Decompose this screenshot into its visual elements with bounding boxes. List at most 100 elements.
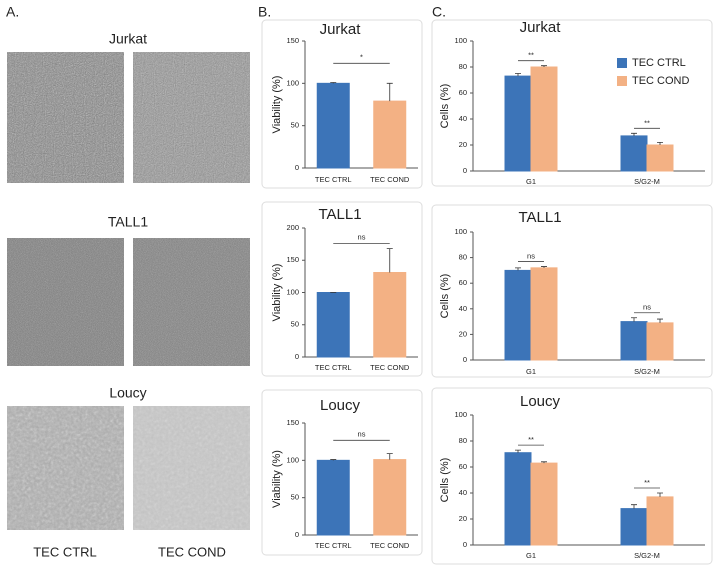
error-bar bbox=[657, 492, 663, 497]
error-bar bbox=[541, 266, 547, 268]
error-bar bbox=[631, 504, 637, 509]
y-tick-label: 20 bbox=[459, 140, 467, 149]
bar bbox=[316, 292, 350, 358]
legend-swatch bbox=[617, 58, 627, 68]
x-tick-label: G1 bbox=[526, 367, 536, 376]
bar bbox=[620, 321, 648, 361]
y-tick-label: 150 bbox=[286, 255, 299, 264]
bar bbox=[530, 462, 558, 546]
x-tick-label: TEC CTRL bbox=[315, 541, 352, 550]
bar bbox=[316, 82, 350, 169]
y-tick-label: 80 bbox=[459, 436, 467, 445]
bar bbox=[373, 459, 407, 536]
bar bbox=[620, 135, 648, 172]
y-tick-label: 100 bbox=[454, 36, 467, 45]
y-tick-label: 80 bbox=[459, 253, 467, 262]
y-tick-label: 40 bbox=[459, 488, 467, 497]
y-tick-label: 50 bbox=[291, 493, 299, 502]
error-bar bbox=[541, 461, 547, 464]
x-tick-label: G1 bbox=[526, 177, 536, 186]
panel-frame bbox=[431, 19, 713, 187]
panel-frame bbox=[261, 19, 423, 189]
y-tick-label: 100 bbox=[286, 287, 299, 296]
y-axis-label: Cells (%) bbox=[439, 84, 451, 129]
y-tick-label: 0 bbox=[463, 355, 467, 364]
x-tick-label: S/G2-M bbox=[634, 551, 660, 560]
bar bbox=[373, 272, 407, 358]
bar bbox=[530, 66, 558, 172]
significance-label: ns bbox=[358, 429, 366, 438]
row-title: TALL1 bbox=[108, 214, 148, 230]
y-tick-label: 100 bbox=[454, 227, 467, 236]
bar bbox=[504, 269, 532, 361]
bar bbox=[530, 267, 558, 361]
y-tick-label: 0 bbox=[295, 163, 299, 172]
y-axis-label: Viability (%) bbox=[271, 450, 283, 508]
bar bbox=[620, 508, 648, 546]
x-tick-label: G1 bbox=[526, 551, 536, 560]
y-tick-label: 50 bbox=[291, 320, 299, 329]
y-tick-label: 60 bbox=[459, 88, 467, 97]
y-tick-label: 40 bbox=[459, 114, 467, 123]
error-bar bbox=[515, 449, 521, 453]
bar bbox=[646, 496, 674, 546]
panel-label: C. bbox=[432, 4, 446, 20]
micrograph bbox=[133, 406, 250, 530]
panel-label: A. bbox=[6, 4, 19, 20]
y-tick-label: 50 bbox=[291, 121, 299, 130]
column-label: TEC CTRL bbox=[33, 544, 97, 559]
column-label: TEC COND bbox=[158, 544, 226, 559]
significance-label: ns bbox=[643, 303, 651, 312]
error-bar bbox=[631, 317, 637, 322]
bar bbox=[504, 452, 532, 546]
x-tick-label: TEC COND bbox=[370, 175, 410, 184]
micrograph bbox=[133, 52, 250, 183]
x-tick-label: TEC CTRL bbox=[315, 363, 352, 372]
y-tick-label: 80 bbox=[459, 62, 467, 71]
error-bar bbox=[330, 82, 337, 84]
x-tick-label: TEC COND bbox=[370, 363, 410, 372]
chart-title: TALL1 bbox=[518, 209, 561, 226]
bar bbox=[504, 75, 532, 172]
panel-label: B. bbox=[258, 4, 271, 20]
error-bar bbox=[386, 453, 393, 460]
error-bar bbox=[330, 459, 337, 461]
bar bbox=[373, 100, 407, 169]
significance-label: ** bbox=[528, 435, 534, 444]
y-tick-label: 60 bbox=[459, 462, 467, 471]
micrograph bbox=[7, 52, 124, 183]
bar bbox=[316, 459, 350, 536]
error-bar bbox=[657, 318, 663, 323]
significance-label: ** bbox=[528, 51, 534, 60]
micrograph bbox=[7, 238, 124, 366]
error-bar bbox=[541, 65, 547, 67]
panel-frame bbox=[261, 389, 423, 556]
row-title: Loucy bbox=[109, 385, 146, 401]
y-tick-label: 60 bbox=[459, 278, 467, 287]
legend-label: TEC CTRL bbox=[632, 57, 686, 69]
significance-label: ** bbox=[644, 118, 650, 127]
x-tick-label: TEC CTRL bbox=[315, 175, 352, 184]
y-axis-label: Cells (%) bbox=[439, 458, 451, 503]
significance-label: ns bbox=[358, 233, 366, 242]
y-tick-label: 0 bbox=[463, 166, 467, 175]
error-bar bbox=[386, 82, 393, 102]
x-tick-label: S/G2-M bbox=[634, 177, 660, 186]
y-axis-label: Viability (%) bbox=[271, 76, 283, 134]
chart-title: Jurkat bbox=[320, 21, 362, 38]
y-tick-label: 40 bbox=[459, 304, 467, 313]
bar bbox=[646, 322, 674, 361]
y-tick-label: 150 bbox=[286, 418, 299, 427]
y-tick-label: 0 bbox=[463, 540, 467, 549]
panel-frame bbox=[431, 387, 713, 565]
y-tick-label: 200 bbox=[286, 223, 299, 232]
error-bar bbox=[515, 267, 521, 271]
error-bar bbox=[515, 73, 521, 77]
legend-label: TEC COND bbox=[632, 75, 690, 87]
y-tick-label: 20 bbox=[459, 329, 467, 338]
panel-frame bbox=[431, 204, 713, 378]
chart-title: TALL1 bbox=[318, 206, 361, 223]
x-tick-label: TEC COND bbox=[370, 541, 410, 550]
y-tick-label: 100 bbox=[286, 455, 299, 464]
